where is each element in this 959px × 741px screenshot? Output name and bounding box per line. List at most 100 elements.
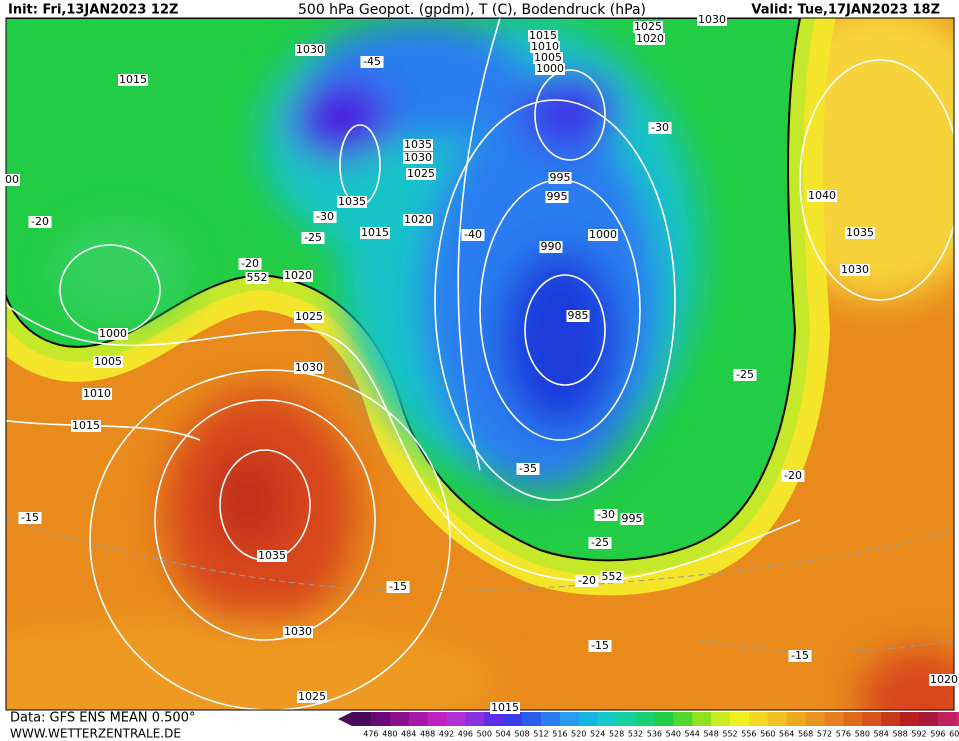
- colorbar-swatch: [862, 712, 882, 726]
- colorbar-swatch: [673, 712, 693, 726]
- label-box: [245, 272, 269, 284]
- label-box: [635, 33, 665, 45]
- colorbar-label: 544: [685, 730, 700, 739]
- contour-label: 1040: [808, 189, 836, 202]
- label-box: [93, 356, 123, 368]
- contour-label: 990: [541, 240, 562, 253]
- contour-label: 1005: [534, 51, 562, 64]
- colorbar-label: 552: [722, 730, 737, 739]
- colorbar-label: 576: [836, 730, 851, 739]
- label-box: [294, 362, 324, 374]
- label-box: [633, 21, 663, 33]
- contour-label: 995: [550, 171, 571, 184]
- label-box: [98, 328, 128, 340]
- label-box: [533, 52, 563, 64]
- contour-label: 995: [622, 512, 643, 525]
- label-box: [461, 229, 485, 241]
- label-box: [620, 513, 644, 525]
- contour-label: 1035: [404, 138, 432, 151]
- label-box: [297, 691, 327, 703]
- label-box: [548, 172, 572, 184]
- contour-label: -30: [651, 121, 669, 134]
- colorbar-swatch: [352, 712, 372, 726]
- colorbar-label: 524: [590, 730, 605, 739]
- map-frame: [5, 17, 955, 711]
- label-box: [733, 369, 757, 381]
- colorbar-swatch: [503, 712, 523, 726]
- label-box: [528, 30, 558, 42]
- colorbar-swatch: [465, 712, 485, 726]
- contour-label: 1000: [99, 327, 127, 340]
- contour-label: 00: [5, 173, 19, 186]
- colorbar-label: 504: [496, 730, 511, 739]
- colorbar-label: 548: [703, 730, 718, 739]
- label-box: [539, 241, 563, 253]
- colorbar-swatch: [559, 712, 580, 726]
- contour-label: 1015: [361, 226, 389, 239]
- colorbar-label: 540: [666, 730, 681, 739]
- colorbar-swatch: [956, 712, 959, 726]
- contour-label: 1015: [119, 73, 147, 86]
- label-box: [781, 470, 805, 482]
- label-box: [257, 550, 287, 562]
- label-box: [575, 575, 599, 587]
- colorbar-swatch: [427, 712, 447, 726]
- colorbar-label: 600: [949, 730, 959, 739]
- contour-label: 1010: [83, 387, 111, 400]
- contour-label: -20: [578, 574, 596, 587]
- colorbar-swatch: [597, 712, 618, 726]
- contour-label: 1030: [841, 263, 869, 276]
- contour-label: -20: [241, 257, 259, 270]
- colorbar-label: 592: [911, 730, 926, 739]
- label-box: [594, 509, 618, 521]
- colorbar-label: 484: [401, 730, 416, 739]
- label-box: [295, 44, 325, 56]
- label-box: [588, 640, 612, 652]
- colorbar-swatch: [616, 712, 636, 726]
- contour-label: 1030: [698, 13, 726, 26]
- colorbar-swatch: [767, 712, 788, 726]
- label-box: [313, 211, 337, 223]
- contour-label: -40: [464, 228, 482, 241]
- colorbar-label: 588: [892, 730, 907, 739]
- init-time: Init: Fri,13JAN2023 12Z: [8, 3, 178, 18]
- contour-label: 552: [602, 570, 623, 583]
- label-box: [18, 512, 42, 524]
- colorbar-label: 556: [741, 730, 756, 739]
- contour-label: -25: [736, 368, 754, 381]
- colorbar-swatch: [370, 712, 391, 726]
- label-box: [294, 311, 324, 323]
- contour-label: 1010: [531, 40, 559, 53]
- colorbar-swatch: [541, 712, 561, 726]
- colorbar-swatch: [446, 712, 466, 726]
- label-box: [403, 214, 433, 226]
- label-box: [28, 216, 52, 228]
- contour-label: -20: [784, 469, 802, 482]
- colorbar-swatch: [881, 712, 901, 726]
- label-box: [648, 122, 672, 134]
- colorbar-swatch: [635, 712, 655, 726]
- label-box: [929, 674, 959, 686]
- colorbar-label: 520: [571, 730, 586, 739]
- label-box: [82, 388, 112, 400]
- colorbar-label: 496: [458, 730, 473, 739]
- label-box: [807, 190, 837, 202]
- contour-label: 1025: [407, 167, 435, 180]
- contour-label: -15: [389, 580, 407, 593]
- colorbar-label: 476: [363, 730, 378, 739]
- contour-label: -20: [31, 215, 49, 228]
- map-title: 500 hPa Geopot. (gpdm), T (C), Bodendruc…: [298, 2, 646, 18]
- contour-label: 1030: [284, 625, 312, 638]
- label-box: [530, 41, 560, 53]
- contour-label: -15: [21, 511, 39, 524]
- colorbar-swatch: [730, 712, 750, 726]
- contour-label: 1015: [529, 29, 557, 42]
- colorbar-label: 568: [798, 730, 813, 739]
- contour-label: -15: [591, 639, 609, 652]
- contour-label: 1025: [298, 690, 326, 703]
- label-box: [403, 152, 433, 164]
- contour-label: 1000: [589, 228, 617, 241]
- contour-label: 1035: [338, 195, 366, 208]
- colorbar-label: 564: [779, 730, 794, 739]
